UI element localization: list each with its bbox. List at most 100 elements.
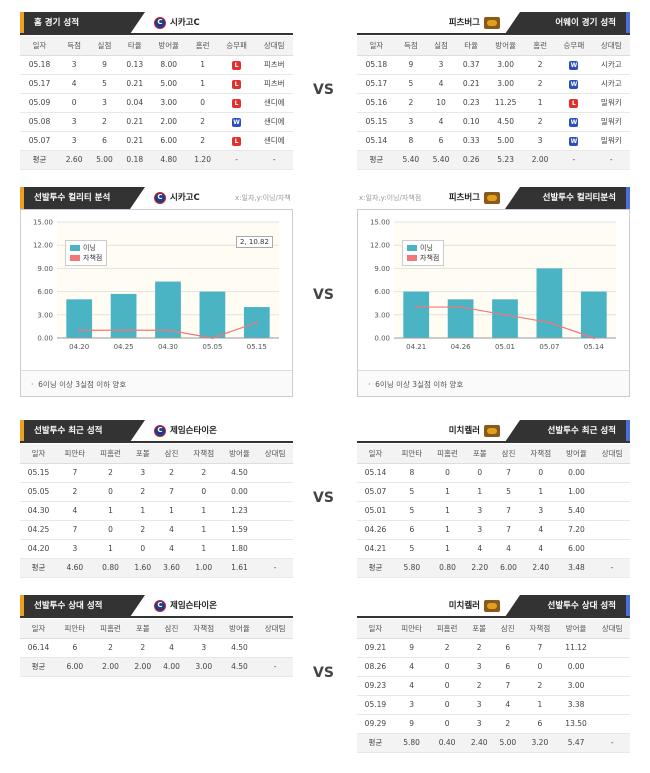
column-header: 피안타 [57, 444, 93, 464]
table-cell [257, 638, 293, 658]
left-chart-note: · 6이닝 이상 3실점 이하 양호 [31, 380, 127, 389]
table-cell: 1 [92, 539, 129, 559]
table-cell: 5.00 [486, 131, 526, 151]
column-header: 홈런 [525, 36, 556, 56]
table-cell: 2 [187, 131, 218, 151]
table-cell: 2 [525, 74, 556, 94]
loss-badge-icon: L [232, 60, 242, 70]
column-header: 포볼 [128, 619, 158, 639]
y-tick-label: 0.00 [374, 335, 390, 343]
result-cell: L [217, 93, 256, 113]
table-cell: 3.00 [486, 74, 526, 94]
away-recent-panel: 피츠버그 어웨이 경기 성적 일자 득점 실점 타율 방어율 홈런 승무패 상대팀 05.18 9… [357, 12, 630, 170]
table-row: 04.20 3 1 0 4 1 1.80 [20, 539, 293, 559]
earned-runs-point [166, 329, 170, 332]
right-chart-panel: x:일자,y:이닝/자책점 피츠버그 선발투수 컬리티분석 0.00 3.00 6.… [357, 187, 630, 397]
table-row: 04.21 5 1 4 4 4 6.00 [357, 539, 630, 559]
average-cell: 4.50 [221, 657, 258, 677]
table-cell: 6 [522, 714, 558, 734]
table-cell: 4 [522, 539, 559, 559]
table-cell: 9 [395, 55, 426, 75]
home-recent-panel: 홈 경기 성적 C 시카고C 일자 득점 실점 타율 방어율 홈런 승무패 상대팀 05.18 3… [20, 12, 293, 170]
table-cell: 13.50 [557, 714, 595, 734]
column-header: 상대팀 [255, 36, 293, 56]
average-cell: 5.80 [394, 558, 430, 578]
x-tick-label: 05.07 [539, 343, 559, 351]
table-cell: 4 [522, 520, 559, 540]
table-cell: 4 [157, 520, 186, 540]
legend-label-er: 자책점 [83, 254, 103, 262]
table-cell: 04.25 [20, 520, 58, 540]
column-header: 방어율 [149, 36, 188, 56]
column-header: 득점 [58, 36, 90, 56]
column-header: 자책점 [185, 619, 222, 639]
legend-swatch-er [70, 255, 80, 261]
column-header: 삼진 [494, 444, 523, 464]
table-cell: 밀워키 [592, 93, 630, 113]
table-cell: 1.80 [221, 539, 258, 559]
home-team-name: 시카고C [170, 18, 200, 28]
table-cell: 0.23 [456, 93, 487, 113]
left-pitcher-vs-panel: 선발투수 상대 성적 C 제임슨타이온 일자 피안타 피홈런 포볼 삼진 자책점 방어율 상대… [20, 595, 293, 677]
y-tick-label: 9.00 [374, 265, 390, 273]
average-cell: - [255, 150, 293, 170]
table-cell: 5 [394, 501, 430, 521]
y-tick-label: 12.00 [33, 242, 53, 250]
table-cell: 4 [157, 539, 186, 559]
left-pitcher-recent-table: 일자 피안타 피홈런 포볼 삼진 자책점 방어율 상대팀 05.15 7 2 3 2 2 4.50 05.05… [20, 444, 293, 578]
result-cell: W [555, 74, 593, 94]
table-cell: 0 [429, 657, 465, 677]
right-pitcher-name: 미치켈러 [448, 426, 480, 436]
column-header: 피안타 [57, 619, 93, 639]
table-cell: 05.19 [357, 695, 394, 715]
table-row: 05.19 3 0 3 4 1 3.38 [357, 695, 630, 715]
column-header: 포볼 [465, 444, 495, 464]
table-row: 04.30 4 1 1 1 1 1.23 [20, 501, 293, 521]
table-cell: 4 [425, 74, 457, 94]
table-cell: 0.10 [456, 112, 487, 132]
table-cell [594, 482, 630, 502]
table-cell: 8 [394, 463, 430, 483]
left-quality-chart: 0.00 3.00 6.00 9.00 12.00 15.00 04.20 04.25 04.3… [33, 219, 279, 351]
right-pitcher-vs-panel: 미치켈러 선발투수 상대 성적 일자 피안타 피홈런 포볼 삼진 자책점 방어율 상대팀 09.… [357, 595, 630, 753]
x-tick-label: 04.20 [69, 343, 89, 351]
average-cell: 5.00 [493, 733, 523, 753]
table-row: 05.15 7 2 3 2 2 4.50 [20, 463, 293, 483]
table-cell: 10 [425, 93, 457, 113]
right-chart-note-text: 6이닝 이상 3실점 이하 양호 [375, 380, 464, 389]
legend-label-er: 자책점 [420, 254, 440, 262]
average-cell: 4.00 [157, 657, 186, 677]
table-cell: 3 [465, 501, 495, 521]
column-header: 피홈런 [92, 619, 129, 639]
column-header: 승무패 [555, 36, 593, 56]
table-cell: 2 [128, 638, 158, 658]
table-cell: 6 [425, 131, 457, 151]
pirates-logo-icon [484, 600, 500, 612]
table-cell: 3 [58, 55, 90, 75]
table-cell: 05.09 [20, 93, 59, 113]
average-cell: 3.20 [522, 733, 558, 753]
average-cell: 5.40 [395, 150, 426, 170]
win-badge-icon: W [232, 117, 242, 127]
column-header: 피홈런 [92, 444, 129, 464]
table-cell: 06.14 [20, 638, 58, 658]
win-badge-icon: W [569, 136, 579, 146]
table-cell: 2 [464, 638, 494, 658]
table-cell: 1 [185, 501, 222, 521]
x-tick-label: 05.05 [202, 343, 222, 351]
table-cell: 4.50 [221, 463, 258, 483]
average-cell: 2.00 [525, 150, 556, 170]
result-cell: W [555, 112, 593, 132]
table-cell: 1 [525, 93, 556, 113]
right-pitcher-recent-table: 일자 피안타 피홈런 포볼 삼진 자책점 방어율 상대팀 05.14 8 0 0 7 0 0.00 05.07… [357, 444, 630, 578]
right-pitcher-recent-tab: 선발투수 최근 성적 [505, 420, 630, 442]
column-header: 타율 [119, 36, 150, 56]
table-cell: 2 [92, 463, 129, 483]
column-header: 피안타 [393, 619, 430, 639]
table-cell: 05.07 [20, 131, 59, 151]
table-cell: 05.05 [20, 482, 58, 502]
right-pitcher-label: 미치켈러 [449, 420, 500, 442]
table-cell: 3 [58, 112, 90, 132]
table-row: 04.26 6 1 3 7 4 7.20 [357, 520, 630, 540]
table-cell: 3 [464, 657, 494, 677]
